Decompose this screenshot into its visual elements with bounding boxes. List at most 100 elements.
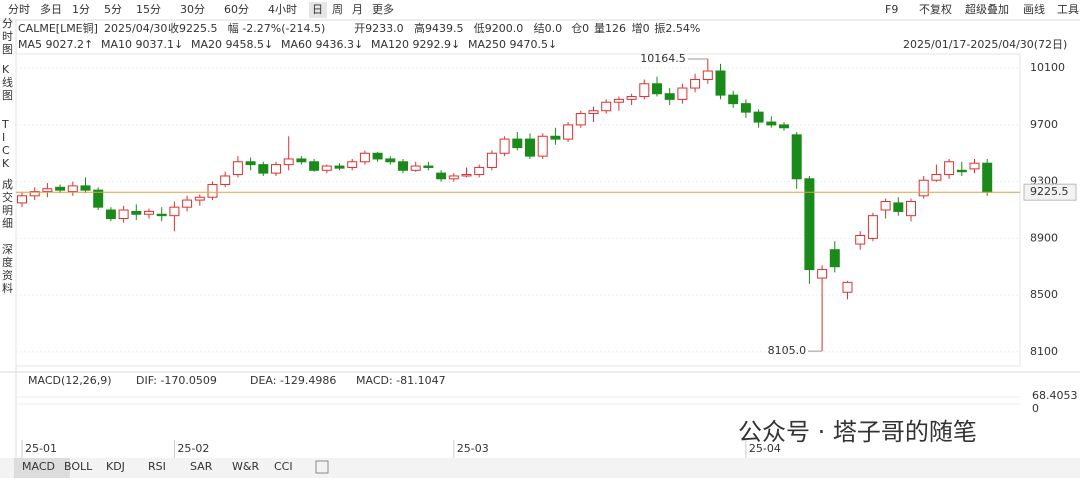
candle-body <box>448 175 459 180</box>
macd-value: MACD: -81.1047 <box>356 374 446 387</box>
toolbar-button[interactable]: 工具 <box>1057 3 1079 16</box>
quote-field: 振2.54% <box>654 21 700 35</box>
candle-body <box>80 185 91 191</box>
quote-field: 幅 -2.27%(-214.5) <box>228 22 325 35</box>
toolbar-button[interactable]: 不复权 <box>919 2 952 16</box>
candle-body <box>906 200 916 217</box>
candle-body <box>17 195 27 204</box>
candle-body <box>258 164 269 174</box>
candle-body <box>474 166 485 176</box>
indicator-tab[interactable]: BOLL <box>64 460 93 473</box>
period-button[interactable]: 1分 <box>72 3 90 16</box>
candle-body <box>575 113 586 126</box>
candle-body <box>398 161 408 171</box>
candle-body <box>321 165 332 171</box>
indicator-tab[interactable]: MACD <box>22 460 55 473</box>
sidebar-tab[interactable]: 深度资料 <box>2 243 13 295</box>
toolbar-button[interactable]: 画线 <box>1023 2 1045 16</box>
candle-body <box>118 209 129 220</box>
indicator-tab[interactable]: SAR <box>190 460 213 473</box>
candle-body <box>982 162 993 193</box>
y-tick-label: 8100 <box>1030 345 1058 358</box>
candle-body <box>613 98 624 103</box>
candle-body <box>931 174 942 181</box>
candle-body <box>182 199 193 208</box>
candle-body <box>766 121 777 126</box>
candle-body <box>245 161 256 166</box>
candle-body <box>512 138 523 149</box>
active-indicator-tab <box>14 458 70 478</box>
candle-body <box>29 191 40 197</box>
candle-body <box>918 179 929 197</box>
candle-body <box>969 162 980 170</box>
candle-body <box>791 134 802 180</box>
indicator-tab[interactable]: CCI <box>274 460 293 473</box>
tab-bar <box>0 458 1080 478</box>
date: 2025/04/30 <box>104 22 167 35</box>
add-tab[interactable] <box>315 460 329 474</box>
candle-body <box>804 178 815 271</box>
candle-body <box>271 164 281 174</box>
candle-body <box>702 70 713 81</box>
candle-body <box>169 206 180 217</box>
candle-body <box>550 135 561 140</box>
sidebar-tab[interactable]: 分时图 <box>2 17 13 56</box>
candle-body <box>753 111 764 123</box>
period-button[interactable]: 月 <box>352 3 363 16</box>
candle-body <box>410 165 421 171</box>
x-tick-label: 25-04 <box>749 442 781 455</box>
toolbar-button[interactable]: F9 <box>885 3 898 16</box>
watermark: 公众号 · 塔子哥的随笔 <box>738 418 977 446</box>
period-button[interactable]: 多日 <box>40 2 62 16</box>
quote-field: 低9200.0 <box>474 22 524 35</box>
ma-legend: MA5 9027.2↑ <box>18 38 93 51</box>
candle-body <box>652 83 662 95</box>
candle-body <box>194 196 205 201</box>
candle-body <box>372 152 383 160</box>
period-button[interactable]: 15分 <box>136 3 161 16</box>
candle-body <box>55 186 66 191</box>
last-price-box <box>1023 183 1077 201</box>
indicator-tab[interactable]: RSI <box>148 460 166 473</box>
period-button[interactable]: 5分 <box>104 3 122 16</box>
indicator-tab[interactable]: KDJ <box>106 460 125 473</box>
candle-body <box>677 87 688 100</box>
candle-body <box>537 135 548 157</box>
macd-dif: DIF: -170.0509 <box>136 374 217 387</box>
candle-body <box>563 124 574 140</box>
candle-body <box>486 152 497 168</box>
period-button[interactable]: 分时 <box>8 3 30 16</box>
x-tick-label: 25-03 <box>457 442 489 455</box>
candle-body <box>334 165 345 169</box>
candle-body <box>461 174 472 177</box>
sidebar-tab[interactable]: K 线图 <box>2 63 13 102</box>
ma-legend: MA20 9458.5↓ <box>191 38 273 51</box>
candle-body <box>867 215 878 239</box>
toolbar-button[interactable]: 超级叠加 <box>965 2 1009 16</box>
last-price-label: 9225.5 <box>1030 185 1069 198</box>
period-button[interactable]: 日 <box>312 3 323 16</box>
quote-field: 量126 <box>594 22 626 35</box>
range-label: 2025/01/17-2025/04/30(72日) <box>903 38 1067 51</box>
period-button[interactable]: 更多 <box>372 2 394 16</box>
period-button[interactable]: 30分 <box>180 3 205 16</box>
active-tab <box>309 2 327 18</box>
macd-dea: DEA: -129.4986 <box>250 374 336 387</box>
ma-legend: MA10 9037.1↓ <box>101 38 183 51</box>
plot-frame <box>15 53 1021 367</box>
period-button[interactable]: 4小时 <box>268 3 297 16</box>
quote-field: 增0 <box>632 21 650 35</box>
indicator-tab[interactable]: W&R <box>232 460 259 473</box>
candle-body <box>296 158 307 163</box>
candle-body <box>105 209 116 220</box>
sidebar-tab[interactable]: 成交明细 <box>2 178 13 230</box>
period-button[interactable]: 周 <box>332 3 343 16</box>
candle-body <box>93 189 104 208</box>
period-button[interactable]: 60分 <box>224 3 249 16</box>
candle-body <box>842 281 853 293</box>
symbol: CALME[LME铜] <box>18 21 98 35</box>
high-annotation: 10164.5 <box>640 52 686 65</box>
ma-legend: MA120 9292.9↓ <box>371 38 460 51</box>
